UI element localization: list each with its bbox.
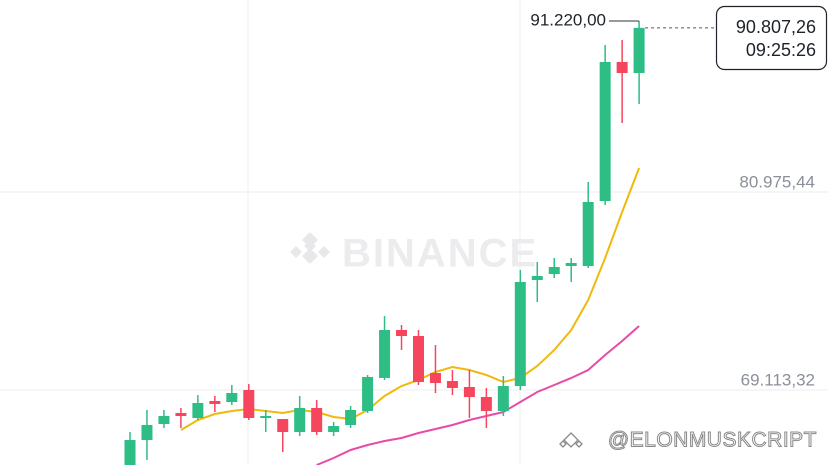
candle-body (633, 27, 645, 73)
credit-icon (559, 432, 583, 448)
credit: @ELONMUSKCRIPT (608, 429, 817, 452)
candle-body (531, 276, 543, 281)
countdown-label: 09:25:26 (746, 40, 816, 60)
last-price-label: 90.807,26 (736, 17, 816, 37)
candle-body (345, 410, 357, 426)
candle-body (548, 267, 560, 275)
candles (124, 20, 645, 465)
candle-body (582, 202, 594, 267)
candle-body (277, 419, 289, 433)
moving-average-line (316, 325, 640, 465)
candle-body (311, 407, 323, 433)
candle-body (294, 407, 306, 433)
candle-body (599, 61, 611, 202)
candle-body (362, 376, 374, 412)
candle-body (124, 440, 136, 465)
candle-body (209, 401, 221, 405)
candle-body (141, 425, 153, 441)
candle-body (616, 61, 628, 73)
candle-body (396, 329, 408, 337)
candle-body (429, 372, 441, 383)
moving-averages (180, 167, 641, 465)
candle-body (243, 390, 255, 419)
last-price-box (715, 5, 828, 71)
candle-body (379, 329, 391, 378)
candle-body (175, 413, 187, 417)
overlay: 91.220,00 90.807,26 09:25:26 (530, 5, 828, 71)
candle-body (480, 396, 492, 412)
candle-body (446, 380, 458, 389)
watermark: BINANCE (342, 232, 538, 276)
candle-body (328, 426, 340, 433)
candle-body (565, 262, 577, 267)
candle-body (412, 336, 424, 382)
y-tick-label: 69.113,32 (741, 370, 815, 389)
candle-body (463, 386, 475, 397)
watermark-logo (290, 232, 330, 264)
candle-body (158, 416, 170, 425)
moving-average-line (180, 167, 641, 431)
grid: 69.113,32 80.975,44 (0, 172, 828, 391)
candle-body (497, 385, 509, 412)
high-marker-label: 91.220,00 (530, 10, 606, 29)
candle-body (260, 416, 272, 419)
candle-body (514, 282, 526, 386)
candle-body (192, 403, 204, 419)
y-tick-label: 80.975,44 (739, 172, 815, 191)
candle-body (226, 392, 238, 403)
